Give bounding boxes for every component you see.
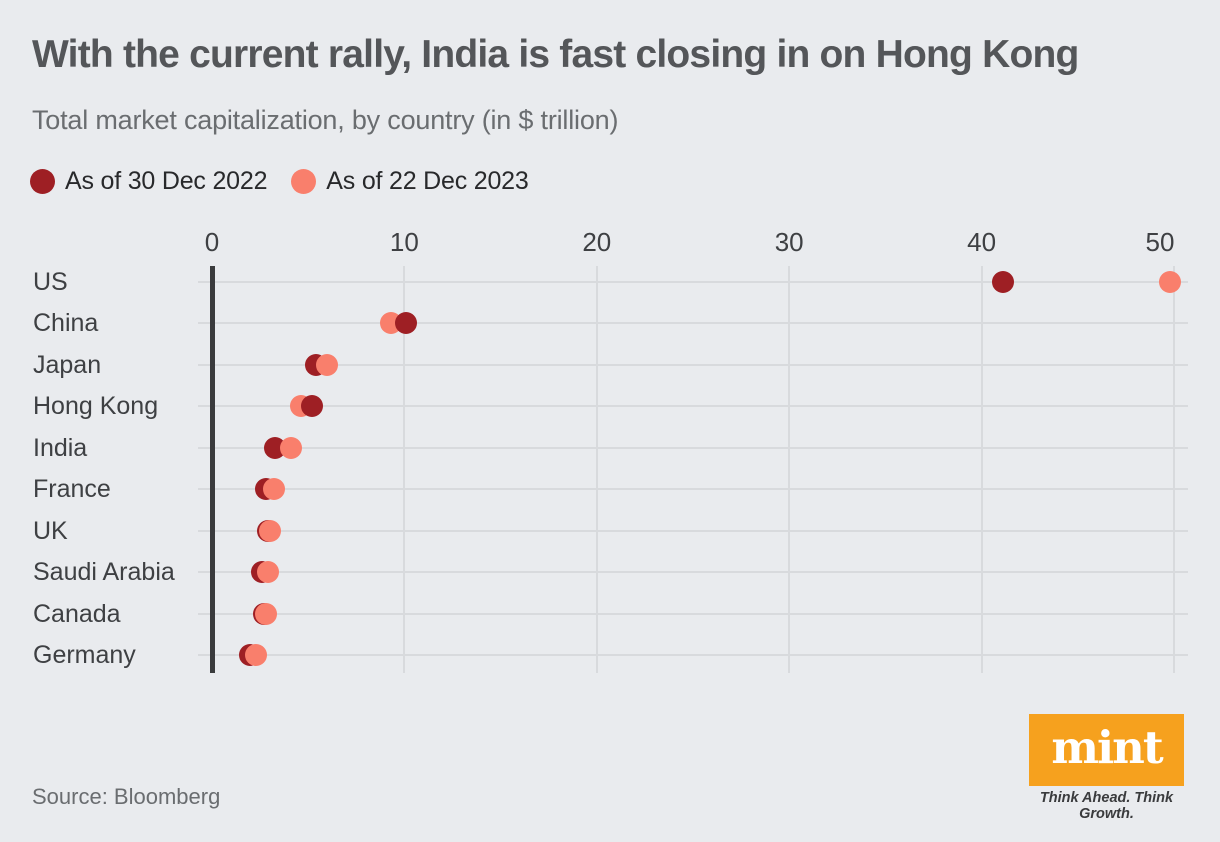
category-label: Japan xyxy=(33,350,102,379)
x-tick-label: 20 xyxy=(582,227,612,257)
row-gridline xyxy=(198,280,1188,283)
row-gridline xyxy=(198,488,1188,491)
y-axis-line xyxy=(209,266,215,673)
x-tick-label: 10 xyxy=(389,227,419,257)
x-gridline xyxy=(788,266,791,673)
row-gridline xyxy=(198,529,1188,532)
x-tick-label: 40 xyxy=(967,227,997,257)
x-tick-label: 30 xyxy=(774,227,804,257)
dot-2023 xyxy=(245,644,268,667)
row-gridline xyxy=(198,446,1188,449)
category-label: Canada xyxy=(33,599,121,628)
category-label: China xyxy=(33,309,99,338)
x-gridline xyxy=(980,266,983,673)
mint-logo-wordmark: mint xyxy=(1051,720,1163,774)
dot-2023 xyxy=(279,436,302,459)
category-label: Saudi Arabia xyxy=(33,558,175,587)
x-tick-label: 0 xyxy=(204,227,220,257)
row-gridline xyxy=(198,322,1188,325)
dot-2023 xyxy=(1159,270,1182,293)
x-tick-label: 50 xyxy=(1145,227,1175,257)
dot-2023 xyxy=(262,478,285,501)
source-note: Source: Bloomberg xyxy=(32,784,221,809)
dot-2022 xyxy=(991,270,1014,293)
category-label: US xyxy=(33,267,68,296)
category-label: India xyxy=(33,433,88,462)
dot-2022 xyxy=(301,395,324,418)
row-gridline xyxy=(198,363,1188,366)
dot-2023 xyxy=(254,602,277,625)
row-gridline xyxy=(198,405,1188,408)
category-label: UK xyxy=(33,516,68,545)
category-label: France xyxy=(33,475,111,504)
legend-item: As of 22 Dec 2023 xyxy=(291,167,529,196)
legend: As of 30 Dec 2022 As of 22 Dec 2023 xyxy=(30,167,529,196)
x-gridline xyxy=(403,266,406,673)
row-gridline xyxy=(198,654,1188,657)
chart-subtitle: Total market capitalization, by country … xyxy=(32,105,619,135)
dot-2022 xyxy=(395,312,418,335)
dot-2023 xyxy=(316,353,339,376)
legend-dot-icon xyxy=(30,169,55,194)
brand-tagline: Think Ahead. Think Growth. xyxy=(1039,790,1174,822)
category-label: Germany xyxy=(33,641,136,670)
x-gridline xyxy=(1173,266,1175,673)
chart-title: With the current rally, India is fast cl… xyxy=(32,33,1079,76)
row-gridline xyxy=(198,571,1188,574)
mint-logo: mint xyxy=(1029,714,1184,786)
x-gridline xyxy=(595,266,598,673)
legend-item-label: As of 30 Dec 2022 xyxy=(65,167,268,195)
dot-2023 xyxy=(256,561,279,584)
dot-2023 xyxy=(258,519,281,542)
legend-item-label: As of 22 Dec 2023 xyxy=(326,167,529,195)
category-label: Hong Kong xyxy=(33,392,159,421)
legend-item: As of 30 Dec 2022 xyxy=(30,167,267,196)
row-gridline xyxy=(198,612,1188,615)
legend-dot-icon xyxy=(291,169,317,194)
